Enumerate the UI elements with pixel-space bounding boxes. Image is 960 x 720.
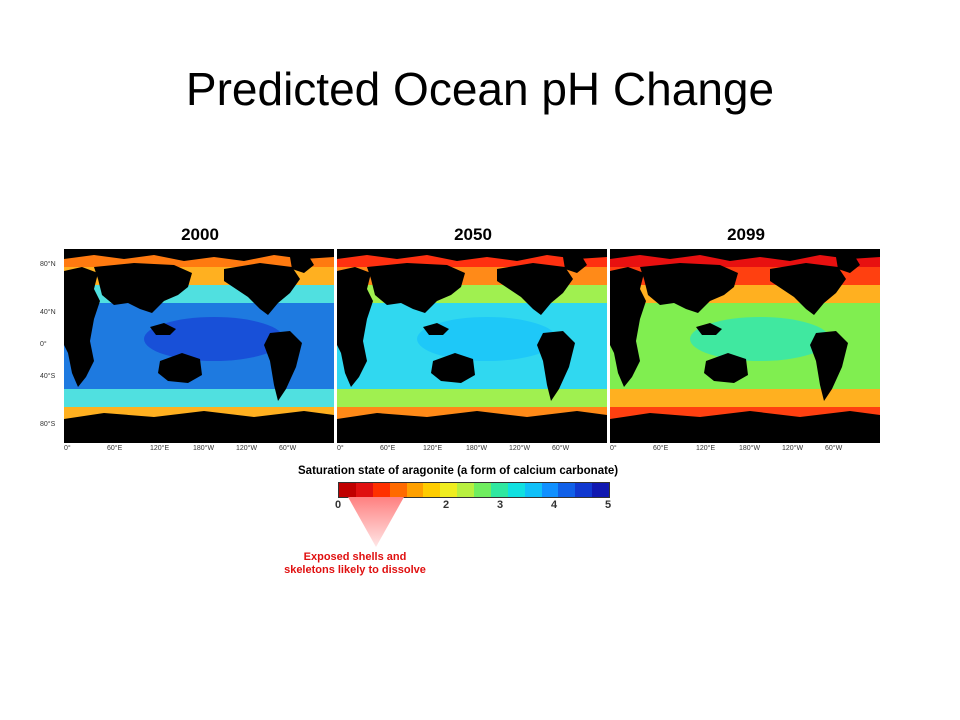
colorbar-segment: [575, 483, 593, 497]
lon-label: 60°W: [552, 445, 570, 452]
panel-title-2000: 2000: [181, 225, 219, 244]
lon-label: 0°: [337, 445, 344, 452]
colorbar-segment: [592, 483, 609, 497]
lon-label: 120°W: [782, 445, 804, 452]
lon-label: 180°W: [466, 445, 488, 452]
colorbar-segment: [339, 483, 356, 497]
colorbar-segment: [355, 483, 373, 497]
lon-label: 120°W: [509, 445, 531, 452]
slide-title: Predicted Ocean pH Change: [185, 63, 775, 115]
map-panel-2099: [610, 249, 880, 443]
lon-label: 120°E: [423, 445, 443, 452]
colorbar-segment: [507, 483, 525, 497]
lat-label: 80°S: [40, 421, 56, 428]
colorbar-title: Saturation state of aragonite (a form of…: [298, 465, 619, 477]
callout-arrow-icon: [348, 497, 404, 547]
colorbar-tick-label: 0: [334, 499, 342, 511]
colorbar-segment: [457, 483, 474, 497]
colorbar-tick-label: 5: [604, 499, 612, 511]
lon-label: 0°: [64, 445, 71, 452]
panel-title-2050: 2050: [454, 225, 492, 244]
colorbar: [338, 482, 610, 498]
colorbar-segment: [440, 483, 458, 497]
colorbar-segment: [558, 483, 576, 497]
lat-label: 80°N: [40, 261, 56, 268]
lon-label: 180°W: [193, 445, 215, 452]
lon-label: 60°W: [825, 445, 843, 452]
map-panel-2000: [64, 249, 334, 443]
colorbar-segment: [372, 483, 390, 497]
lon-label: 180°W: [739, 445, 761, 452]
colorbar-segment: [474, 483, 491, 497]
callout-text: Exposed shells and skeletons likely to d…: [284, 551, 426, 576]
lat-label: 0°: [40, 341, 47, 348]
map-panel-2050: [337, 249, 607, 443]
lon-label: 0°: [610, 445, 617, 452]
lon-label: 120°W: [236, 445, 258, 452]
lat-label: 40°N: [40, 309, 56, 316]
lon-label: 60°E: [107, 445, 123, 452]
lon-label: 120°E: [696, 445, 716, 452]
aragonite-figure: 2000 0° 60°E 120°E 180°W 120°W 60°W 2050 0° 60°E 1…: [40, 225, 890, 585]
colorbar-tick-label: 2: [442, 499, 450, 511]
colorbar-segment: [524, 483, 542, 497]
colorbar-segment: [490, 483, 508, 497]
lon-label: 60°E: [380, 445, 396, 452]
lon-label: 60°W: [279, 445, 297, 452]
colorbar-segment: [389, 483, 407, 497]
colorbar-tick-label: 3: [496, 499, 504, 511]
lon-label: 60°E: [653, 445, 669, 452]
colorbar-segment: [406, 483, 424, 497]
colorbar-segment: [541, 483, 559, 497]
panel-title-2099: 2099: [727, 225, 765, 244]
lon-label: 120°E: [150, 445, 170, 452]
colorbar-tick-label: 4: [550, 499, 558, 511]
colorbar-segment: [423, 483, 441, 497]
lat-label: 40°S: [40, 373, 56, 380]
